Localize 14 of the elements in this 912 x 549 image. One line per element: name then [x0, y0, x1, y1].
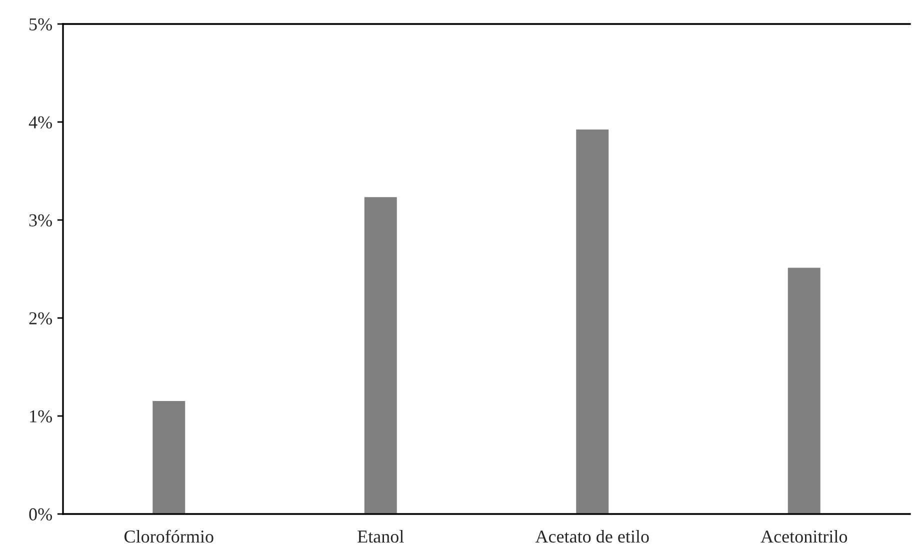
y-tick-label: 0%: [29, 508, 52, 520]
y-tick-label: 3%: [29, 214, 52, 226]
bar: [362, 196, 398, 514]
y-tick-label: 2%: [29, 312, 52, 324]
y-tick-label: 5%: [30, 18, 52, 30]
x-tick-label: Clorofórmio: [124, 530, 214, 543]
x-tick-label: Etanol: [358, 530, 404, 543]
bar: [786, 266, 822, 514]
x-tick-label: Acetato de etilo: [535, 530, 649, 543]
bar: [574, 128, 610, 514]
bar: [151, 400, 187, 514]
y-tick-label: 4%: [28, 116, 52, 128]
x-tick-label: Acetonitrilo: [760, 530, 848, 543]
y-tick-label: 1%: [30, 410, 52, 422]
